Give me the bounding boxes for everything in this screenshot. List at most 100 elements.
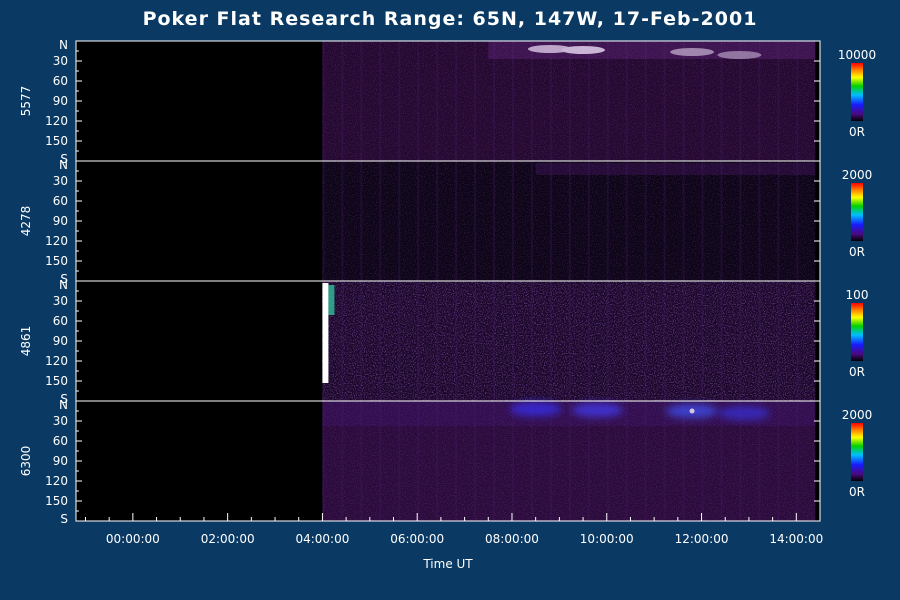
data-stripe: [682, 281, 685, 401]
aurora-band: [322, 401, 816, 426]
y-tick-label: 150: [45, 134, 68, 148]
colorbar: [851, 63, 863, 121]
data-stripe: [379, 161, 382, 281]
x-tick-label: 04:00:00: [295, 532, 349, 546]
data-stripe: [436, 401, 439, 521]
data-stripe: [549, 161, 552, 281]
data-stripe: [701, 281, 704, 401]
y-tick-label: 30: [53, 294, 68, 308]
y-tick-label: 120: [45, 474, 68, 488]
x-axis-label: Time UT: [422, 557, 473, 571]
data-stripe: [322, 161, 325, 281]
data-stripe: [606, 161, 609, 281]
colorbar: [851, 423, 863, 481]
data-stripe: [739, 41, 742, 161]
data-stripe: [493, 401, 496, 521]
data-stripe: [341, 161, 344, 281]
data-stripe: [530, 401, 533, 521]
data-stripe: [398, 401, 401, 521]
data-stripe: [455, 281, 458, 401]
y-tick-label: 150: [45, 494, 68, 508]
colorbar-max-label: 10000: [838, 48, 876, 62]
x-tick-label: 08:00:00: [485, 532, 539, 546]
data-stripe: [360, 41, 363, 161]
data-stripe: [474, 161, 477, 281]
aurora-peak: [689, 408, 695, 414]
data-stripe: [341, 41, 344, 161]
data-stripe: [682, 161, 685, 281]
data-stripe: [701, 161, 704, 281]
data-stripe: [455, 41, 458, 161]
data-stripe: [720, 281, 723, 401]
panel-6300: N 30 60 90 120 150 S 6300 2000 0R: [19, 398, 872, 526]
colorbar-max-label: 100: [846, 288, 869, 302]
y-tick-label: 60: [53, 194, 68, 208]
colorbar-max-label: 2000: [842, 408, 873, 422]
y-tick-label: 60: [53, 74, 68, 88]
data-stripe: [625, 161, 628, 281]
y-tick-label: 60: [53, 434, 68, 448]
colorbar-min-label: 0R: [849, 125, 865, 139]
data-stripe: [644, 161, 647, 281]
data-stripe: [758, 401, 761, 521]
data-stripe: [758, 281, 761, 401]
data-stripe: [379, 41, 382, 161]
data-stripe: [436, 281, 439, 401]
y-tick-label: S: [60, 272, 68, 286]
data-stripe: [606, 401, 609, 521]
aurora-spot: [509, 402, 562, 416]
data-stripe: [436, 41, 439, 161]
data-stripe: [379, 281, 382, 401]
data-stripe: [493, 281, 496, 401]
data-stripe: [455, 161, 458, 281]
data-stripe: [360, 161, 363, 281]
y-tick-label: N: [59, 158, 68, 172]
y-tick-label: 90: [53, 94, 68, 108]
data-stripe: [587, 281, 590, 401]
data-stripe: [739, 281, 742, 401]
y-tick-label: S: [60, 392, 68, 406]
data-stripe: [739, 401, 742, 521]
data-stripe: [606, 281, 609, 401]
data-stripe: [606, 41, 609, 161]
colorbar-max-label: 2000: [842, 168, 873, 182]
data-stripe: [682, 401, 685, 521]
wavelength-label: 4278: [19, 206, 33, 237]
data-stripe: [436, 161, 439, 281]
y-tick-label: 150: [45, 374, 68, 388]
x-tick-label: 02:00:00: [201, 532, 255, 546]
data-stripe: [530, 161, 533, 281]
data-stripe: [398, 281, 401, 401]
saturated-aurora: [527, 45, 572, 53]
data-stripe: [663, 161, 666, 281]
saturated-aurora: [717, 51, 762, 59]
y-tick-label: 90: [53, 454, 68, 468]
chart-title: Poker Flat Research Range: 65N, 147W, 17…: [142, 8, 758, 30]
data-stripe: [379, 401, 382, 521]
data-stripe: [739, 161, 742, 281]
data-stripe: [568, 401, 571, 521]
data-stripe: [758, 161, 761, 281]
colorbar: [851, 303, 863, 361]
data-stripe: [663, 401, 666, 521]
wavelength-label: 6300: [19, 446, 33, 477]
data-stripe: [474, 401, 477, 521]
data-stripe: [322, 41, 325, 161]
data-stripe: [777, 281, 780, 401]
data-stripe: [398, 161, 401, 281]
y-tick-label: 60: [53, 314, 68, 328]
data-stripe: [777, 41, 780, 161]
data-stripe: [682, 41, 685, 161]
y-tick-label: 30: [53, 414, 68, 428]
y-tick-label: 120: [45, 354, 68, 368]
x-tick-label: 12:00:00: [675, 532, 729, 546]
wavelength-label: 4861: [19, 326, 33, 357]
panel-4861: N 30 60 90 120 150 S 4861 100 0R: [19, 278, 868, 406]
y-tick-label: S: [60, 512, 68, 526]
data-stripe: [530, 281, 533, 401]
data-stripe: [474, 281, 477, 401]
y-tick-label: S: [60, 152, 68, 166]
data-stripe: [568, 161, 571, 281]
data-stripe: [644, 401, 647, 521]
data-stripe: [341, 401, 344, 521]
